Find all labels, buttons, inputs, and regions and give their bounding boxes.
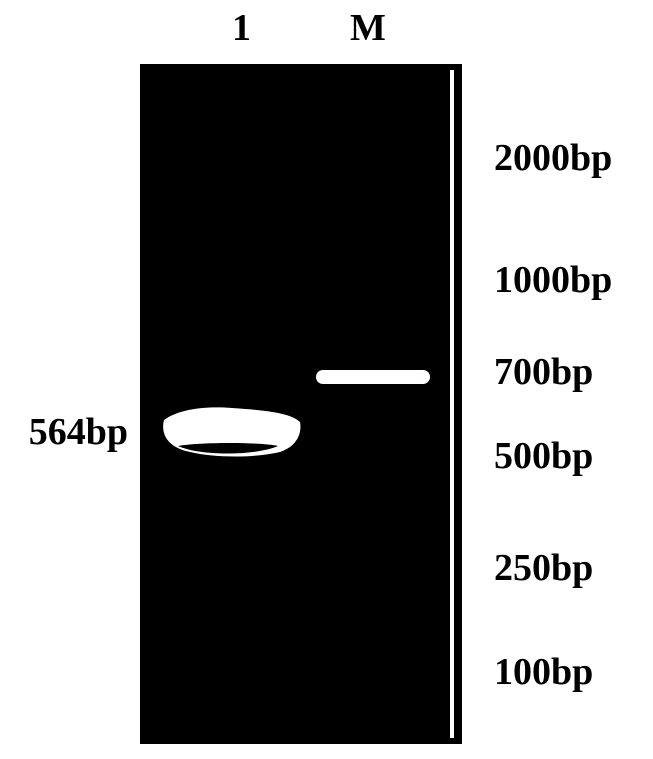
ladder-label-2000bp: 2000bp bbox=[494, 136, 612, 180]
lane-header-sample: 1 bbox=[232, 6, 251, 50]
ladder-label-500bp: 500bp bbox=[494, 434, 593, 478]
lane-header-marker: M bbox=[350, 6, 386, 50]
gel-box bbox=[140, 64, 462, 744]
ladder-label-1000bp: 1000bp bbox=[494, 258, 612, 302]
ladder-label-700bp: 700bp bbox=[494, 350, 593, 394]
ladder-label-250bp: 250bp bbox=[494, 546, 593, 590]
gel-figure: 1 M 564bp 2000bp 1000bp 700bp 500bp 250b… bbox=[0, 0, 653, 759]
ladder-band-700bp bbox=[316, 370, 430, 384]
gel-outer-right-edge bbox=[454, 64, 462, 744]
sample-band bbox=[160, 406, 302, 458]
sample-band-svg bbox=[160, 406, 302, 458]
ladder-label-100bp: 100bp bbox=[494, 650, 593, 694]
sample-size-label: 564bp bbox=[0, 410, 128, 454]
